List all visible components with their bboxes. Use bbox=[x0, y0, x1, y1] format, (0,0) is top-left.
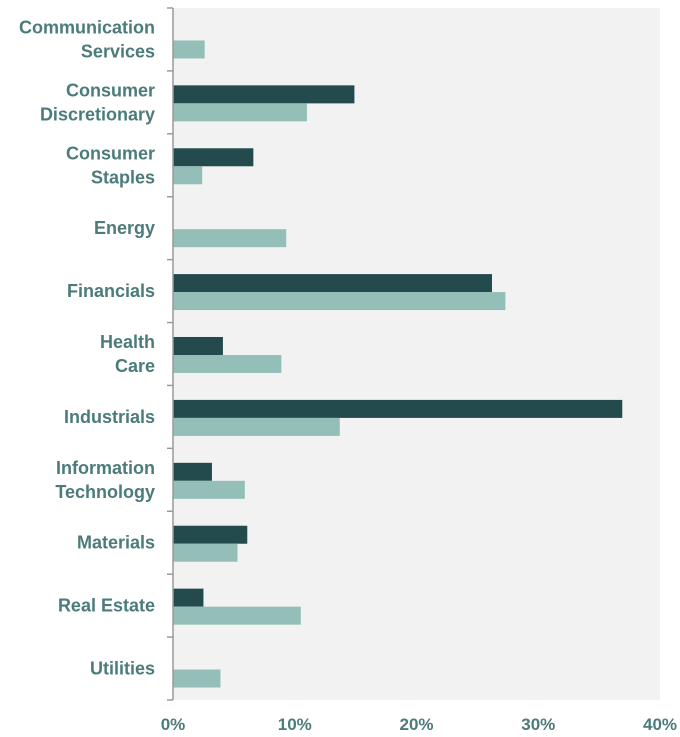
category-label-line: Services bbox=[81, 41, 155, 61]
bar-series-2-category-4 bbox=[173, 229, 287, 248]
bar-series-2-category-8 bbox=[173, 480, 245, 499]
category-label-line: Care bbox=[115, 356, 155, 376]
bar-series-2-category-9 bbox=[173, 543, 238, 562]
bar-series-1-category-8 bbox=[173, 462, 212, 481]
bar-series-2-category-11 bbox=[173, 669, 221, 688]
category-label-line: Health bbox=[100, 332, 155, 352]
x-tick-label-30pct: 30% bbox=[521, 715, 555, 734]
category-label-9: Materials bbox=[77, 533, 155, 553]
category-label-line: Staples bbox=[91, 167, 155, 187]
x-axis-tick-labels: 0% 10% 20% 30% 40% bbox=[161, 715, 677, 734]
category-label-1: Communication Services bbox=[19, 17, 155, 61]
bar-series-2-category-1 bbox=[173, 40, 205, 59]
bar-series-1-category-2 bbox=[173, 85, 355, 104]
category-label-line: Discretionary bbox=[40, 104, 155, 124]
bar-series-1-category-5 bbox=[173, 274, 492, 293]
x-tick-label-40pct: 40% bbox=[643, 715, 677, 734]
category-label-line: Industrials bbox=[64, 407, 155, 427]
category-label-line: Energy bbox=[94, 218, 155, 238]
category-ticks bbox=[167, 7, 173, 701]
category-label-3: Consumer Staples bbox=[66, 143, 155, 187]
category-label-line: Consumer bbox=[66, 80, 155, 100]
category-label-6: Health Care bbox=[100, 332, 155, 376]
x-tick-label-20pct: 20% bbox=[399, 715, 433, 734]
category-label-2: Consumer Discretionary bbox=[40, 80, 155, 124]
bar-series-1-category-7 bbox=[173, 399, 623, 418]
bar-series-1-category-10 bbox=[173, 588, 204, 607]
bar-series-2-category-3 bbox=[173, 166, 203, 185]
category-label-line: Technology bbox=[55, 482, 155, 502]
bar-series-1-category-9 bbox=[173, 525, 248, 544]
category-label-line: Materials bbox=[77, 533, 155, 553]
category-label-11: Utilities bbox=[90, 659, 155, 679]
category-label-10: Real Estate bbox=[58, 596, 155, 616]
x-tick-label-10pct: 10% bbox=[278, 715, 312, 734]
category-label-5: Financials bbox=[67, 281, 155, 301]
x-tick-label-0pct: 0% bbox=[161, 715, 186, 734]
category-label-7: Industrials bbox=[64, 407, 155, 427]
bar-series-2-category-10 bbox=[173, 606, 301, 625]
category-label-4: Energy bbox=[94, 218, 155, 238]
category-label-line: Utilities bbox=[90, 659, 155, 679]
bar-series-2-category-6 bbox=[173, 355, 282, 373]
category-label-line: Real Estate bbox=[58, 596, 155, 616]
category-label-8: Information Technology bbox=[55, 458, 155, 502]
bar-series-1-category-3 bbox=[173, 148, 254, 167]
bar-series-2-category-7 bbox=[173, 417, 340, 436]
bar-series-2-category-2 bbox=[173, 103, 307, 122]
category-label-line: Consumer bbox=[66, 143, 155, 163]
bars-layer bbox=[173, 40, 623, 688]
bar-series-2-category-5 bbox=[173, 292, 506, 311]
bar-series-1-category-6 bbox=[173, 337, 223, 355]
plot-background bbox=[173, 8, 660, 700]
category-label-line: Information bbox=[56, 458, 155, 478]
category-label-line: Financials bbox=[67, 281, 155, 301]
category-label-line: Communication bbox=[19, 17, 155, 37]
category-labels: Communication Services Consumer Discretiona… bbox=[19, 17, 155, 678]
